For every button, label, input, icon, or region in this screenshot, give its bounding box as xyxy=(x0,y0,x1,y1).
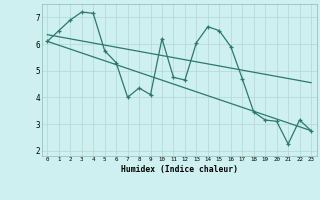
X-axis label: Humidex (Indice chaleur): Humidex (Indice chaleur) xyxy=(121,165,238,174)
